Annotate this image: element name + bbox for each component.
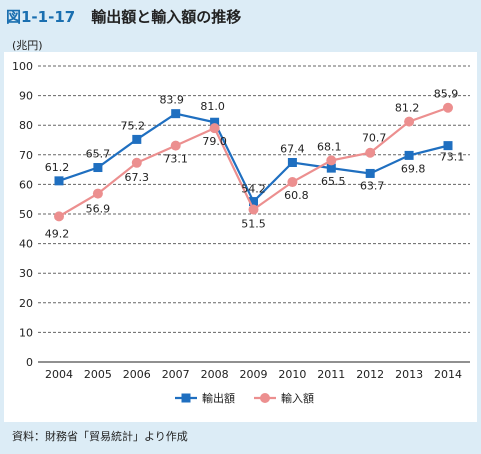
data-label-import: 60.8	[284, 189, 309, 202]
x-tick-label: 2008	[201, 368, 229, 381]
data-point-export	[249, 197, 258, 207]
y-tick-label: 80	[19, 119, 33, 132]
data-point-export	[210, 117, 220, 127]
data-label-export: 83.9	[159, 94, 184, 107]
data-point-import	[54, 211, 64, 222]
y-axis-unit: (兆円)	[12, 39, 43, 52]
data-label-import: 79.0	[202, 135, 227, 148]
data-point-import	[170, 140, 181, 151]
x-tick-label: 2010	[278, 368, 306, 381]
data-point-import	[443, 102, 453, 113]
data-label-import: 70.7	[362, 132, 387, 145]
y-tick-label: 50	[19, 208, 33, 221]
legend-marker-imports	[260, 393, 270, 403]
data-label-import: 81.2	[395, 102, 420, 115]
legend-label-imports: 輸入額	[281, 391, 314, 405]
x-tick-label: 2013	[395, 368, 423, 381]
data-point-export	[326, 163, 336, 173]
legend-label-exports: 輸出額	[202, 391, 235, 405]
chart-panel	[4, 52, 477, 422]
data-label-import: 68.1	[317, 140, 342, 153]
data-point-export	[93, 163, 103, 173]
x-tick-label: 2005	[84, 368, 112, 381]
y-tick-label: 20	[19, 297, 33, 310]
x-tick-label: 2007	[162, 368, 190, 381]
data-point-export	[287, 157, 297, 167]
data-label-import: 85.9	[434, 88, 459, 101]
x-tick-label: 2009	[240, 368, 268, 381]
source-note: 資料：財務省「貿易統計」より作成	[12, 430, 188, 443]
data-point-import	[209, 123, 220, 134]
data-label-export: 75.2	[121, 119, 146, 132]
data-point-export	[171, 109, 181, 119]
data-label-import: 56.9	[86, 203, 111, 216]
data-label-export: 63.7	[360, 179, 385, 192]
data-label-export: 65.5	[321, 175, 346, 188]
y-tick-label: 10	[19, 326, 33, 339]
data-label-import: 49.2	[45, 227, 70, 240]
data-label-import: 73.1	[163, 153, 188, 166]
data-label-export: 65.7	[86, 148, 111, 161]
data-point-import	[365, 147, 376, 158]
data-label-export: 67.4	[280, 142, 305, 155]
figure-number: 図1-1-17	[6, 8, 76, 26]
x-tick-label: 2011	[317, 368, 345, 381]
y-tick-label: 70	[19, 149, 33, 162]
x-tick-label: 2006	[123, 368, 151, 381]
data-point-export	[54, 176, 64, 186]
x-tick-label: 2004	[45, 368, 73, 381]
data-point-export	[404, 150, 414, 160]
data-label-export: 69.8	[401, 162, 426, 175]
data-point-export	[132, 134, 142, 144]
y-tick-label: 0	[26, 356, 33, 369]
y-tick-label: 60	[19, 178, 33, 191]
data-point-export	[365, 168, 375, 178]
figure-title: 輸出額と輸入額の推移	[91, 8, 242, 26]
x-tick-label: 2014	[434, 368, 462, 381]
y-tick-label: 40	[19, 238, 33, 251]
data-point-import	[131, 157, 142, 168]
y-tick-label: 30	[19, 267, 33, 280]
data-label-export: 61.2	[45, 161, 70, 174]
data-point-export	[443, 141, 453, 151]
data-label-export: 73.1	[440, 151, 465, 164]
data-label-import: 67.3	[125, 171, 150, 184]
data-point-import	[287, 177, 298, 188]
figure-title-row: 図1-1-17 輸出額と輸入額の推移	[6, 6, 241, 27]
data-point-import	[404, 116, 415, 127]
data-point-import	[326, 155, 337, 166]
y-tick-label: 90	[19, 90, 33, 103]
data-point-import	[92, 188, 103, 199]
data-label-export: 54.2	[241, 183, 266, 196]
data-point-import	[248, 204, 259, 215]
data-label-import: 51.5	[241, 218, 266, 231]
x-tick-label: 2012	[356, 368, 384, 381]
y-tick-label: 100	[12, 60, 33, 73]
data-label-export: 81.0	[200, 100, 225, 113]
legend-marker-exports	[181, 393, 191, 403]
